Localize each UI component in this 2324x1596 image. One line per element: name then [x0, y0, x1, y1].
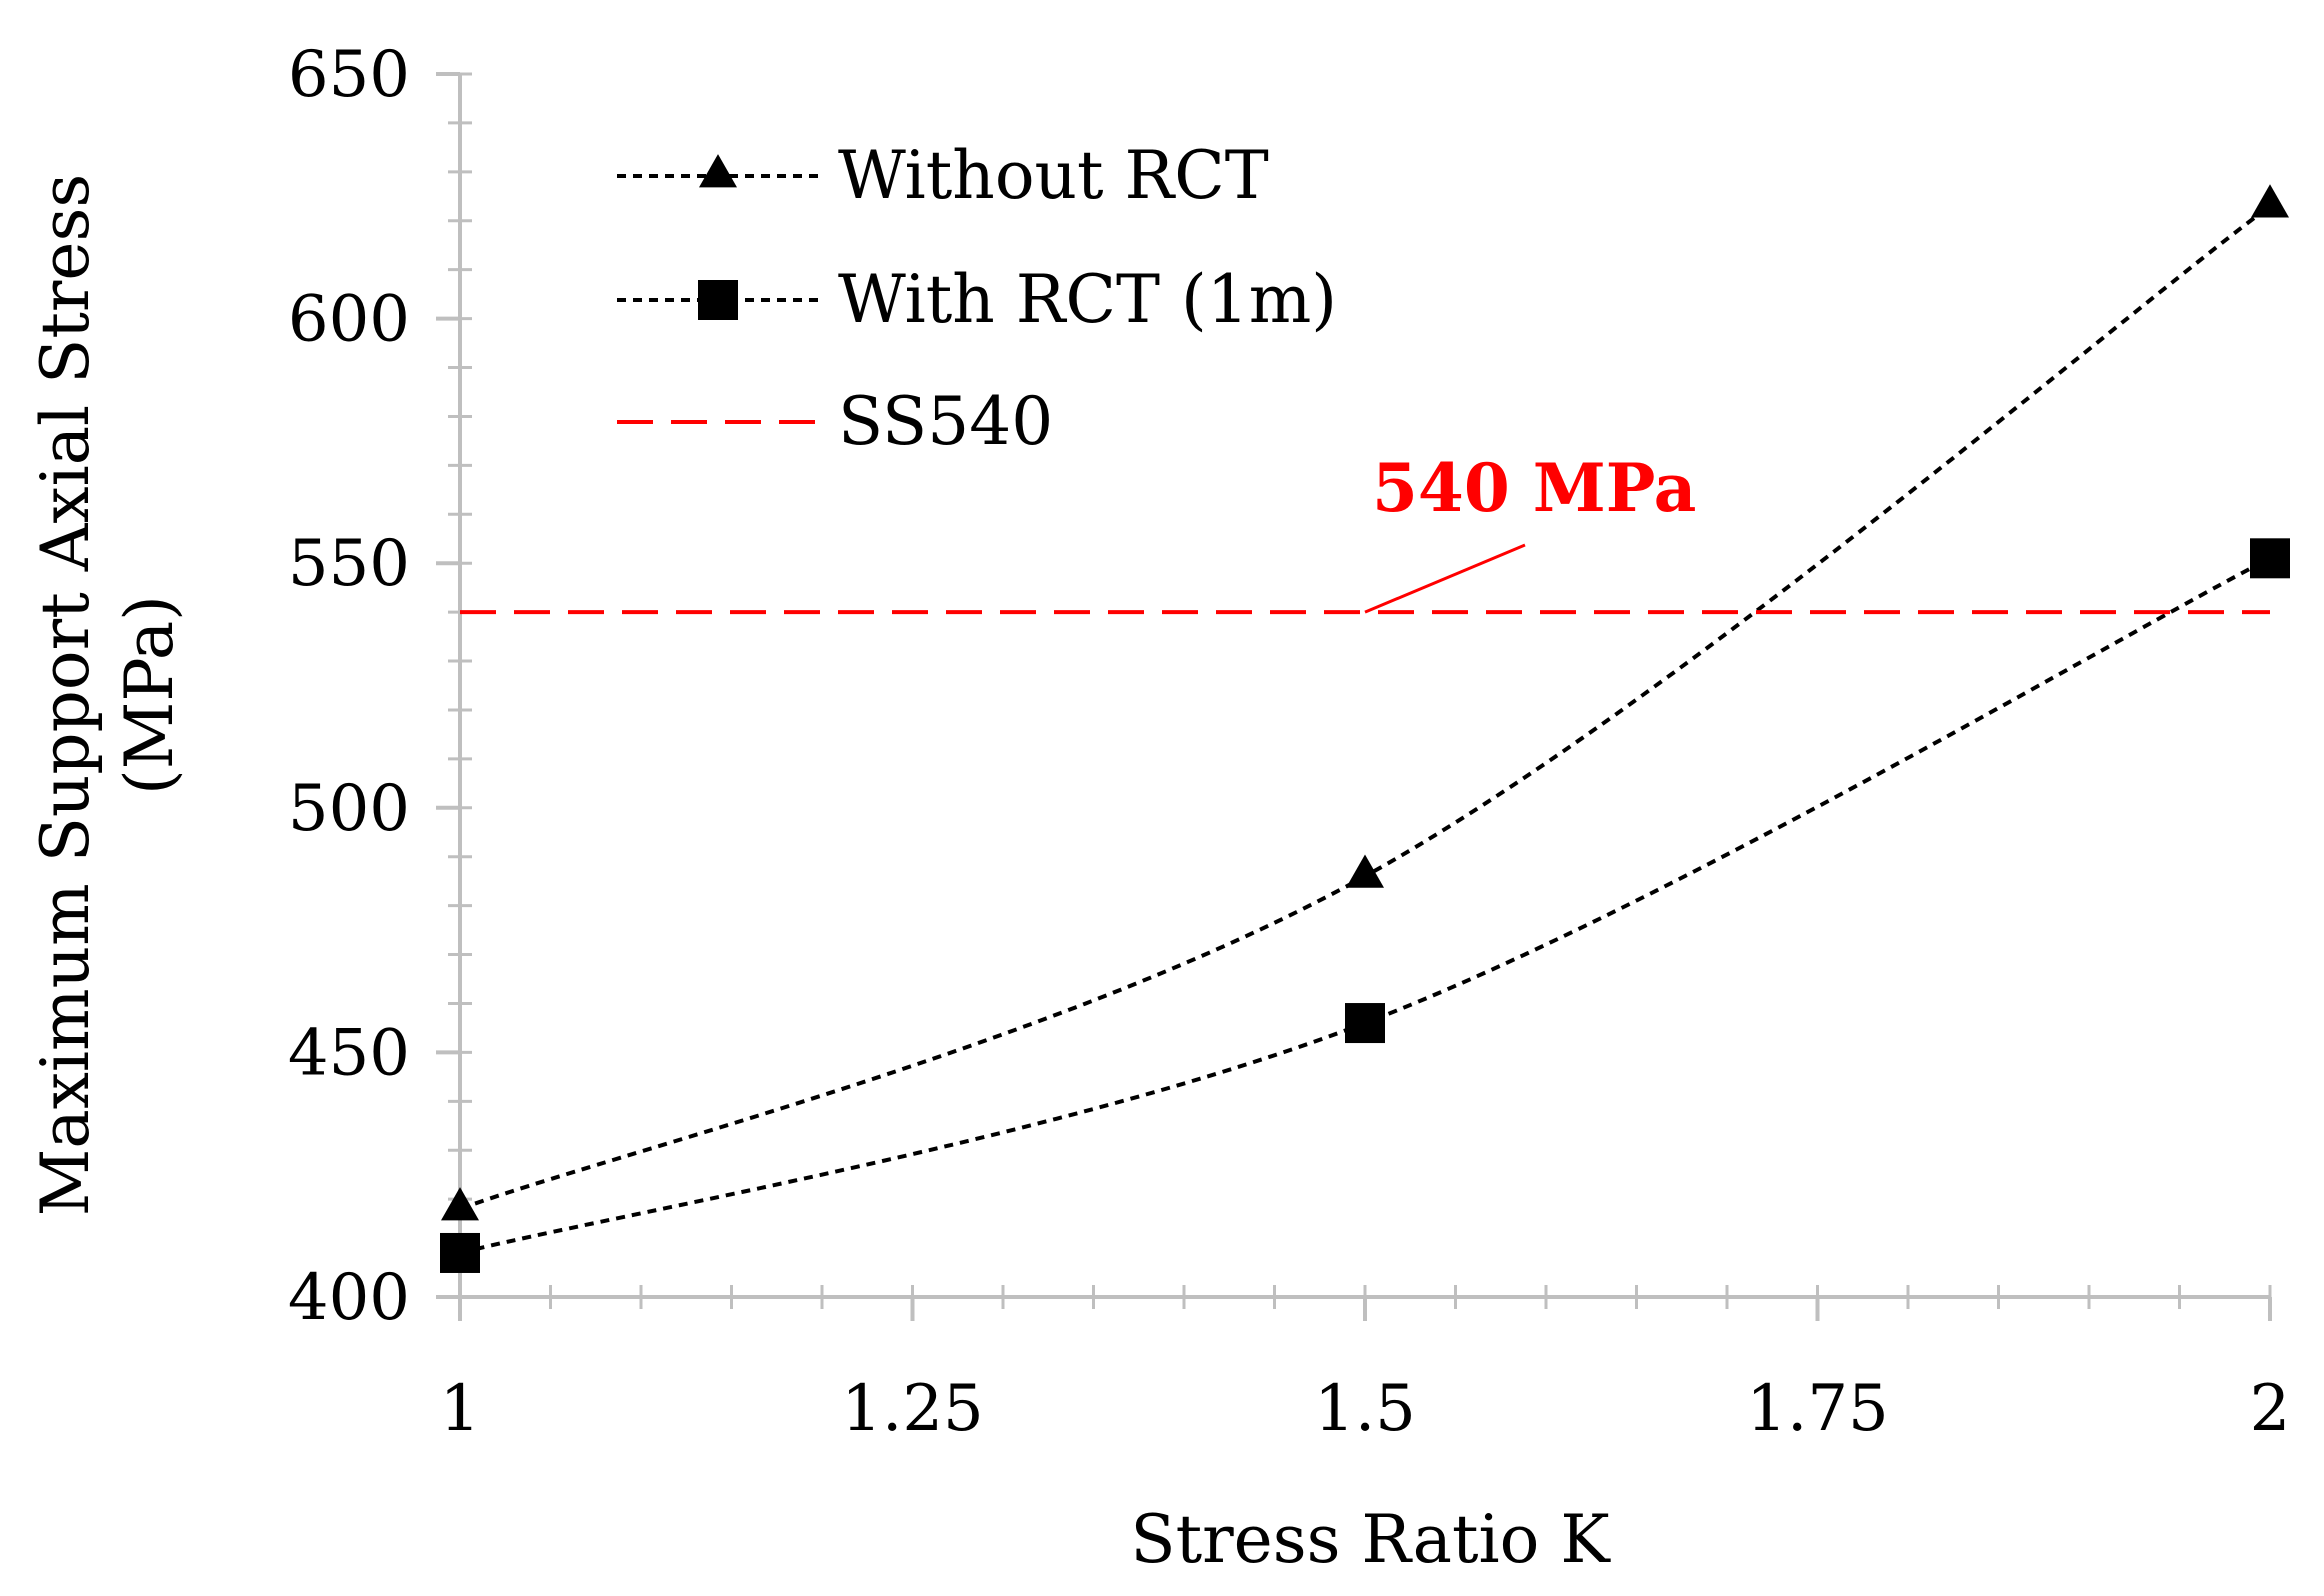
axes: 400 450 500 550 600 650 1 1.25 1.5 1.75 2 [288, 38, 2291, 1446]
annotation-leader-line [1364, 543, 1526, 614]
x-axis-label: Stress Ratio K [1130, 1501, 1611, 1578]
series-layer [440, 184, 2290, 1273]
legend-marker [698, 280, 738, 320]
x-tick-label: 2 [2250, 1372, 2291, 1446]
y-tick-label: 450 [288, 1016, 410, 1090]
legend-label: Without RCT [838, 137, 1269, 214]
legend-item: Without RCT [617, 137, 1269, 214]
legend-marker [699, 154, 737, 188]
x-tick-label: 1 [440, 1372, 481, 1446]
labels: Maximum Support Axial Stress (MPa) Stres… [27, 174, 1696, 1578]
data-point [440, 1232, 480, 1273]
y-tick-label: 500 [288, 772, 410, 846]
y-tick-label: 600 [288, 283, 410, 357]
series-with-rct-1m [440, 538, 2290, 1273]
x-tick-label: 1.75 [1746, 1372, 1889, 1446]
y-tick-label: 650 [288, 38, 410, 112]
x-tick-label: 1.5 [1314, 1372, 1416, 1446]
y-axis-label: Maximum Support Axial Stress [27, 174, 104, 1216]
legend-label: SS540 [838, 383, 1053, 460]
data-point [1346, 854, 1384, 888]
data-point [2250, 538, 2290, 579]
legend: Without RCT With RCT (1m) SS540 [617, 137, 1337, 460]
series-line [459, 204, 2272, 1211]
data-point [2251, 184, 2289, 218]
series-without-rct [441, 184, 2289, 1221]
data-point [441, 1187, 479, 1221]
series-line [459, 556, 2271, 1255]
x-tick-label: 1.25 [841, 1372, 984, 1446]
y-tick-label: 400 [288, 1261, 410, 1335]
annotation-label: 540 MPa [1372, 449, 1696, 527]
legend-label: With RCT (1m) [838, 261, 1337, 338]
legend-item: SS540 [617, 383, 1053, 460]
data-point [1345, 1003, 1385, 1044]
y-tick-label: 550 [288, 527, 410, 601]
y-axis-label-unit: (MPa) [111, 595, 188, 795]
legend-item: With RCT (1m) [617, 261, 1337, 338]
